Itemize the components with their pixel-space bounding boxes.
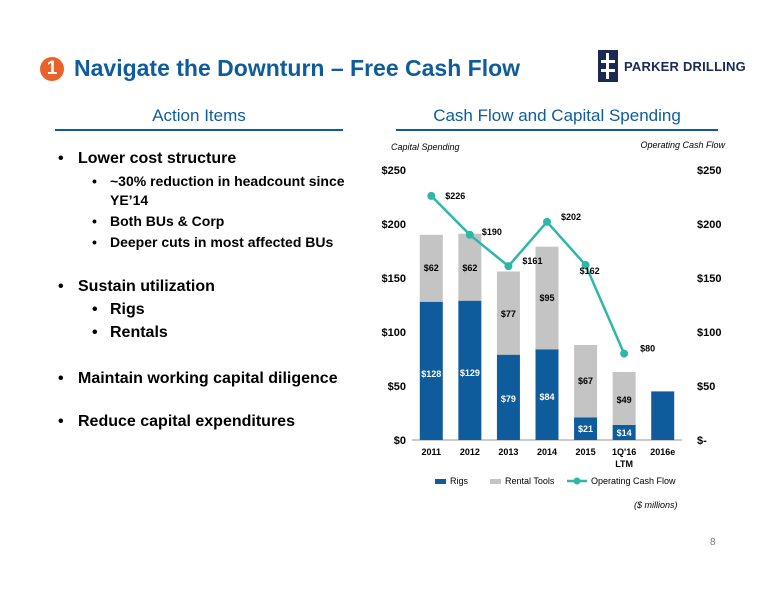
data-label-rental-tools: $62	[462, 263, 477, 273]
x-tick-label: 2016e	[650, 447, 675, 457]
sub-bullet-bus-corp: Both BUs & Corp	[58, 212, 378, 231]
left-y-tick-label: $50	[388, 381, 406, 393]
right-y-tick-label: $150	[697, 273, 721, 285]
data-label-rental-tools: $62	[424, 263, 439, 273]
data-label-rental-tools: $95	[539, 293, 554, 303]
bar-rigs	[574, 417, 598, 440]
parker-logo-icon	[598, 50, 618, 82]
data-label-rigs: $129	[460, 368, 480, 378]
action-items-list: Lower cost structure ~30% reduction in h…	[58, 150, 378, 431]
bar-rigs	[612, 424, 636, 440]
bullet-working-capital: Maintain working capital diligence	[58, 370, 378, 388]
action-items-underline	[55, 129, 343, 131]
data-label-rental-tools: $77	[501, 309, 516, 319]
data-label-rigs: $79	[501, 394, 516, 404]
bar-rigs	[458, 300, 482, 440]
left-y-tick-label: $150	[382, 273, 406, 285]
left-y-tick-label: $0	[394, 435, 406, 447]
data-label-ocf: $202	[561, 212, 581, 222]
ocf-point	[543, 217, 551, 226]
data-label-ocf: $161	[522, 256, 542, 266]
x-tick-label: 2012	[460, 447, 480, 457]
data-label-rigs: $21	[578, 424, 593, 434]
bar-rental-tools	[496, 271, 520, 355]
data-label-ocf: $162	[580, 266, 600, 276]
bar-rigs	[419, 301, 443, 440]
bar-rigs	[496, 354, 520, 440]
data-label-rigs: $128	[421, 369, 441, 379]
bar-rigs	[535, 349, 559, 440]
ocf-point	[465, 230, 474, 239]
right-y-tick-label: $250	[697, 165, 721, 177]
bullet-lower-cost: Lower cost structure	[58, 150, 378, 168]
ocf-line	[430, 195, 626, 355]
section-number-badge: 1	[40, 56, 64, 81]
legend-swatch-rigs	[435, 479, 446, 484]
sub-bullet-rigs: Rigs	[58, 298, 378, 321]
ocf-point	[620, 349, 629, 358]
bar-rental-tools	[574, 344, 598, 418]
bar-rental-tools	[458, 233, 482, 301]
x-tick-label: 2013	[498, 447, 518, 457]
right-y-tick-label: $-	[697, 435, 707, 447]
left-y-tick-label: $200	[382, 219, 406, 231]
left-axis-title: Capital Spending	[391, 142, 460, 152]
x-tick-label: 2015	[576, 447, 596, 457]
units-footnote: ($ millions)	[634, 500, 678, 510]
x-tick-label: 2011	[422, 447, 442, 457]
logo-text: PARKER DRILLING	[624, 58, 746, 74]
data-label-rigs: $84	[539, 392, 554, 402]
data-label-ocf: $226	[445, 191, 465, 201]
bar-rental-tools	[612, 371, 636, 425]
data-label-rental-tools: $67	[578, 376, 593, 386]
cash-flow-underline	[396, 129, 718, 131]
ocf-point	[504, 262, 513, 271]
bar-rental-tools	[535, 246, 559, 350]
cash-flow-heading: Cash Flow and Capital Spending	[433, 106, 681, 125]
right-y-tick-label: $200	[697, 219, 721, 231]
left-y-tick-label: $100	[382, 327, 406, 339]
x-tick-label: 2014	[537, 447, 557, 457]
bar-rigs	[651, 391, 675, 440]
ocf-point	[581, 261, 590, 270]
sub-bullet-headcount: ~30% reduction in headcount since YE’14	[58, 172, 378, 210]
bar-rental-tools	[419, 234, 443, 302]
sub-bullet-rentals: Rentals	[58, 321, 378, 344]
legend-label-rigs: Rigs	[450, 476, 469, 486]
data-label-rental-tools: $49	[617, 395, 632, 405]
ocf-point	[427, 191, 436, 200]
x-tick-label: LTM	[615, 459, 633, 469]
action-items-heading: Action Items	[152, 106, 246, 125]
sub-bullet-deeper-cuts: Deeper cuts in most affected BUs	[58, 233, 378, 252]
slide-title: Navigate the Downturn – Free Cash Flow	[74, 55, 521, 81]
right-y-tick-label: $50	[697, 381, 715, 393]
legend-label-ocf: Operating Cash Flow	[591, 476, 676, 486]
right-axis-title: Operating Cash Flow	[640, 140, 725, 150]
cash-flow-chart: Capital Spending Operating Cash Flow $0 $- $…	[382, 140, 726, 486]
bullet-sustain-utilization: Sustain utilization	[58, 278, 378, 296]
company-logo: PARKER DRILLING	[598, 50, 746, 82]
data-label-ocf: $190	[482, 227, 502, 237]
slide-title-group: 1 Navigate the Downturn – Free Cash Flow	[40, 55, 520, 82]
x-tick-label: 1Q'16	[612, 447, 636, 457]
legend-swatch-rental-tools	[490, 479, 501, 484]
data-label-ocf: $80	[640, 344, 655, 354]
bullet-reduce-capex: Reduce capital expenditures	[58, 413, 378, 431]
legend-swatch-ocf-point	[573, 477, 581, 485]
legend-label-rental-tools: Rental Tools	[505, 476, 555, 486]
page-number: 8	[710, 537, 716, 548]
right-y-tick-label: $100	[697, 327, 721, 339]
data-label-rigs: $14	[617, 428, 632, 438]
left-y-tick-label: $250	[382, 165, 406, 177]
